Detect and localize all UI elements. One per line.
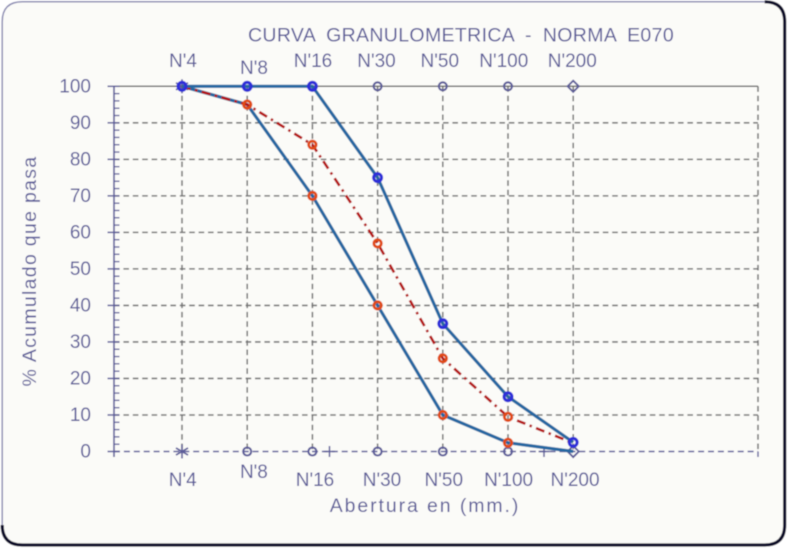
svg-text:50: 50 xyxy=(70,259,91,280)
svg-text:N'50: N'50 xyxy=(425,470,463,491)
svg-text:N'30: N'30 xyxy=(363,470,401,491)
svg-text:N'50: N'50 xyxy=(421,51,459,72)
svg-text:N'200: N'200 xyxy=(550,470,599,491)
svg-text:% Acumulado que pasa: % Acumulado que pasa xyxy=(19,156,41,387)
svg-text:N'4: N'4 xyxy=(169,470,197,491)
svg-text:CURVA GRANULOMETRICA - NORMA E: CURVA GRANULOMETRICA - NORMA E070 xyxy=(248,25,674,47)
svg-text:100: 100 xyxy=(59,76,91,97)
svg-text:40: 40 xyxy=(70,295,91,316)
svg-text:Abertura en (mm.): Abertura en (mm.) xyxy=(330,495,521,517)
svg-text:N'8: N'8 xyxy=(240,58,268,79)
svg-text:0: 0 xyxy=(80,442,91,463)
svg-text:80: 80 xyxy=(70,149,91,170)
svg-text:10: 10 xyxy=(70,405,91,426)
svg-text:N'8: N'8 xyxy=(240,462,268,483)
svg-text:70: 70 xyxy=(70,186,91,207)
svg-text:90: 90 xyxy=(70,113,91,134)
svg-text:N'16: N'16 xyxy=(294,51,332,72)
svg-text:30: 30 xyxy=(70,332,91,353)
svg-text:20: 20 xyxy=(70,368,91,389)
svg-text:N'4: N'4 xyxy=(169,51,197,72)
svg-text:N'30: N'30 xyxy=(357,51,395,72)
svg-text:N'100: N'100 xyxy=(484,470,533,491)
svg-text:60: 60 xyxy=(70,222,91,243)
svg-text:N'100: N'100 xyxy=(479,51,528,72)
svg-text:N'200: N'200 xyxy=(548,51,597,72)
svg-text:N'16: N'16 xyxy=(296,470,334,491)
